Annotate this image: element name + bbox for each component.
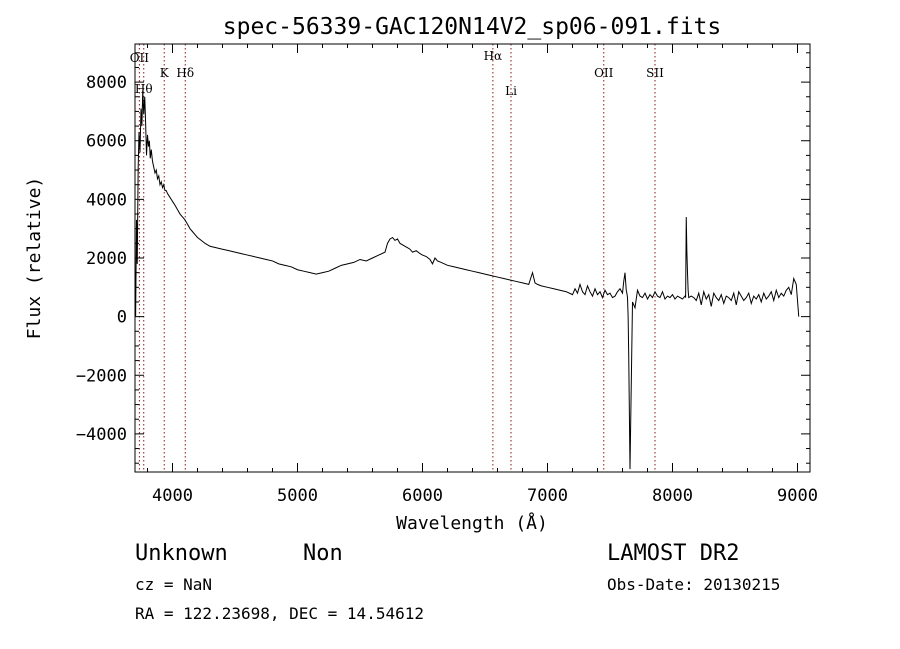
x-tick-label: 9000 [777,486,818,506]
chart-title: spec-56339-GAC120N14V2_sp06-091.fits [223,14,722,40]
survey-label: LAMOST DR2 [607,541,739,566]
x-tick-label: 5000 [277,486,318,506]
x-tick-label: 8000 [652,486,693,506]
y-tick-label: −2000 [76,366,127,386]
spectrum-line [135,90,800,470]
y-axis-label: Flux (relative) [24,177,45,340]
plot-frame [134,43,811,473]
coordinates-label: RA = 122.23698, DEC = 14.54612 [135,604,424,623]
line-marker-label: Hα [484,49,503,63]
line-marker-label: Li [505,84,517,98]
line-marker-label: K [160,66,170,80]
y-tick-label: 0 [117,308,127,328]
line-marker-label: SII [646,66,664,80]
y-tick-label: 4000 [86,190,127,210]
x-axis-label: Wavelength (Å) [396,512,548,534]
line-marker-label: OII [130,51,150,65]
y-tick-label: 2000 [86,249,127,269]
x-tick-label: 4000 [152,486,193,506]
redshift-label: cz = NaN [135,575,212,594]
line-marker-label: Hθ [135,82,153,96]
line-marker-label: Hδ [176,66,194,80]
line-marker-labels: OII Hθ K Hδ Hα Li OII SII [130,49,664,98]
y-axis: −4000 −2000 0 2000 4000 6000 8000 [76,52,810,464]
x-tick-label: 6000 [402,486,443,506]
obs-date-label: Obs-Date: 20130215 [607,575,780,594]
y-tick-label: −4000 [76,425,127,445]
y-tick-label: 6000 [86,132,127,152]
object-subclass: Non [303,541,343,566]
y-tick-label: 8000 [86,73,127,93]
line-markers [138,44,656,472]
line-marker-label: OII [594,66,614,80]
x-tick-label: 7000 [527,486,568,506]
x-axis: 4000 5000 6000 7000 8000 9000 [147,44,818,506]
object-class: Unknown [135,541,228,566]
